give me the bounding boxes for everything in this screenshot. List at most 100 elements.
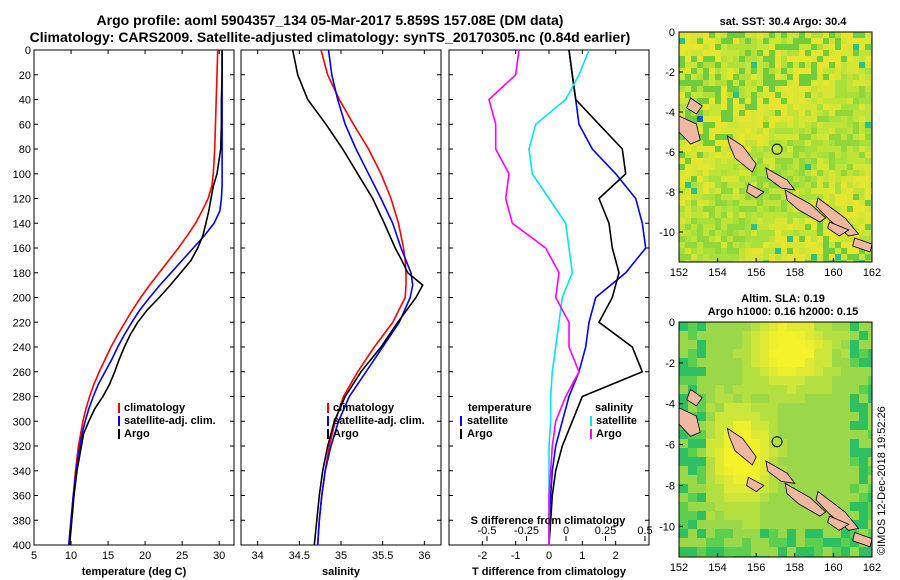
sst_map-cell	[709, 152, 715, 158]
sst_map-cell	[793, 152, 799, 158]
sst_map-cell	[757, 44, 763, 50]
sst_map-cell	[745, 194, 751, 200]
sla_map-cell	[823, 430, 832, 439]
sst_map-cell	[697, 92, 703, 98]
sst_map-cell	[775, 56, 781, 62]
sla_map-cell	[823, 493, 832, 502]
sst_map-cell	[781, 188, 787, 194]
sst_map-cell	[703, 86, 709, 92]
sla_map-cell	[733, 475, 742, 484]
salinity-xtick-label: 36	[418, 550, 430, 562]
sst_map-cell	[775, 236, 781, 242]
sla_map-cell	[715, 457, 724, 466]
sla_map-cell	[805, 322, 814, 331]
sst_map-cell	[793, 224, 799, 230]
sla_map-cell	[697, 511, 706, 520]
sst_map-cell	[769, 74, 775, 80]
sst_map-cell	[685, 164, 691, 170]
sla_map-cell	[868, 340, 872, 349]
sla_map-cell	[679, 538, 688, 547]
sst_map-cell	[685, 140, 691, 146]
sst_map-cell	[703, 170, 709, 176]
sst_map-cell	[859, 170, 865, 176]
sst_map-cell	[691, 218, 697, 224]
sla_map-cell	[760, 538, 769, 547]
sst_map-cell	[697, 128, 703, 134]
sst_map-cell	[853, 146, 859, 152]
sst_map-cell	[739, 248, 745, 254]
sst_map-land	[852, 237, 873, 253]
sst_map-cell	[865, 38, 871, 44]
sst_map-cell	[811, 242, 817, 248]
sst_map-cell	[811, 68, 817, 74]
sla_map-cell	[778, 331, 787, 340]
sst_map-cell	[727, 230, 733, 236]
difference-legend-salinity-title: salinity	[595, 402, 634, 414]
sla_map-cell	[805, 448, 814, 457]
sst_map-cell	[727, 170, 733, 176]
sst_map-cell	[835, 188, 841, 194]
sst_map-cell	[763, 80, 769, 86]
sst_map-cell	[721, 158, 727, 164]
sst_map-cell	[739, 104, 745, 110]
sst_map-cell	[787, 134, 793, 140]
sla_map-cell	[805, 367, 814, 376]
sla_map-cell	[868, 349, 872, 358]
sst_map-cell	[757, 116, 763, 122]
sst_map-cell	[709, 212, 715, 218]
sla_map-cell	[724, 547, 733, 556]
sst_map-cell	[763, 212, 769, 218]
sst_map-cell	[847, 254, 853, 260]
sst_map-cell	[865, 32, 871, 38]
sla_map-cell	[832, 466, 841, 475]
sla_map-cell	[769, 331, 778, 340]
sst_map-cell	[757, 50, 763, 56]
sla_map-cell	[760, 484, 769, 493]
sst_map-cell	[781, 254, 787, 260]
sst_map-cell	[685, 146, 691, 152]
sst_map-cell	[835, 170, 841, 176]
sst_map-cell	[709, 158, 715, 164]
sst_map-cell	[817, 44, 823, 50]
temperature-legend-entry: satellite-adj. clim.	[124, 415, 216, 427]
sst_map-cell	[739, 182, 745, 188]
sst_map-cell	[739, 134, 745, 140]
sst_map-cell	[859, 68, 865, 74]
sst_map-cell	[817, 116, 823, 122]
sst_map-cell	[775, 254, 781, 260]
sst_map-cell	[685, 194, 691, 200]
sst_map-cell	[799, 170, 805, 176]
sst_map-cell	[835, 116, 841, 122]
sst_map-cell	[733, 158, 739, 164]
sst_map-cell	[721, 236, 727, 242]
sst_map-cell	[859, 134, 865, 140]
sst_map-cell	[829, 110, 835, 116]
sla_map-cell	[814, 403, 823, 412]
sst_map-cell	[721, 260, 727, 262]
sst_map-cell	[703, 98, 709, 104]
sla_map-ytick-label: -6	[665, 440, 675, 452]
salinity-xtick-label: 34	[252, 550, 264, 562]
sla_map-cell	[742, 475, 751, 484]
sst_map-cell	[811, 92, 817, 98]
sst_map-cell	[823, 122, 829, 128]
sst_map-cell	[859, 128, 865, 134]
sst_map-cell	[847, 116, 853, 122]
sst_map-cell	[721, 56, 727, 62]
sst_map-cell	[841, 152, 847, 158]
sla_map-ytick-label: -10	[659, 521, 675, 533]
sst_map-cell	[787, 146, 793, 152]
sst_map-cell	[775, 170, 781, 176]
sla_map-cell	[751, 403, 760, 412]
sla_map-cell	[742, 340, 751, 349]
sst_map-cell	[847, 38, 853, 44]
sst_map-cell	[715, 80, 721, 86]
sla_map-cell	[832, 340, 841, 349]
sst_map-cell	[739, 140, 745, 146]
sla_map-cell	[787, 385, 796, 394]
sla_map-cell	[679, 493, 688, 502]
sst_map-cell	[739, 200, 745, 206]
sla_map-cell	[697, 358, 706, 367]
sla_map-cell	[715, 394, 724, 403]
sst_map-cell	[751, 200, 757, 206]
